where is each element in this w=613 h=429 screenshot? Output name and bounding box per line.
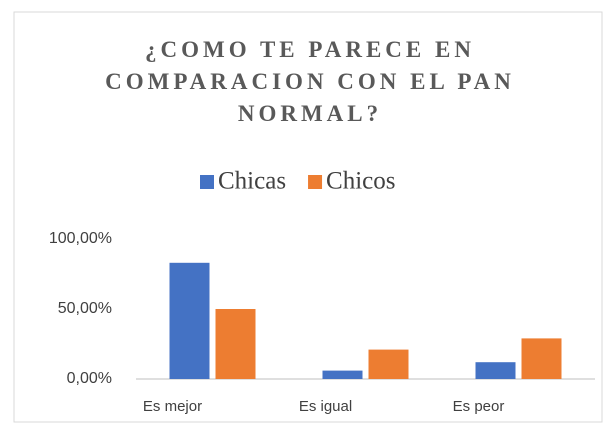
y-tick-label: 50,00% xyxy=(58,300,112,317)
y-tick-label: 100,00% xyxy=(49,230,112,247)
x-tick-label: Es igual xyxy=(299,398,352,415)
bar xyxy=(322,370,363,379)
chart-title: ¿COMO TE PARECE EN COMPARACION CON EL PA… xyxy=(105,37,515,126)
x-tick-label: Es peor xyxy=(453,398,505,415)
bar xyxy=(368,349,409,379)
chart-border xyxy=(13,11,603,423)
bar xyxy=(521,338,562,379)
y-tick-label: 0,00% xyxy=(67,370,112,387)
legend-label: Chicos xyxy=(326,168,395,195)
bar xyxy=(475,362,516,379)
bar xyxy=(215,309,256,379)
bar xyxy=(169,262,210,379)
legend-swatch xyxy=(200,175,214,189)
x-tick-label: Es mejor xyxy=(143,398,202,415)
legend-swatch xyxy=(308,175,323,189)
legend-label: Chicas xyxy=(218,168,286,195)
